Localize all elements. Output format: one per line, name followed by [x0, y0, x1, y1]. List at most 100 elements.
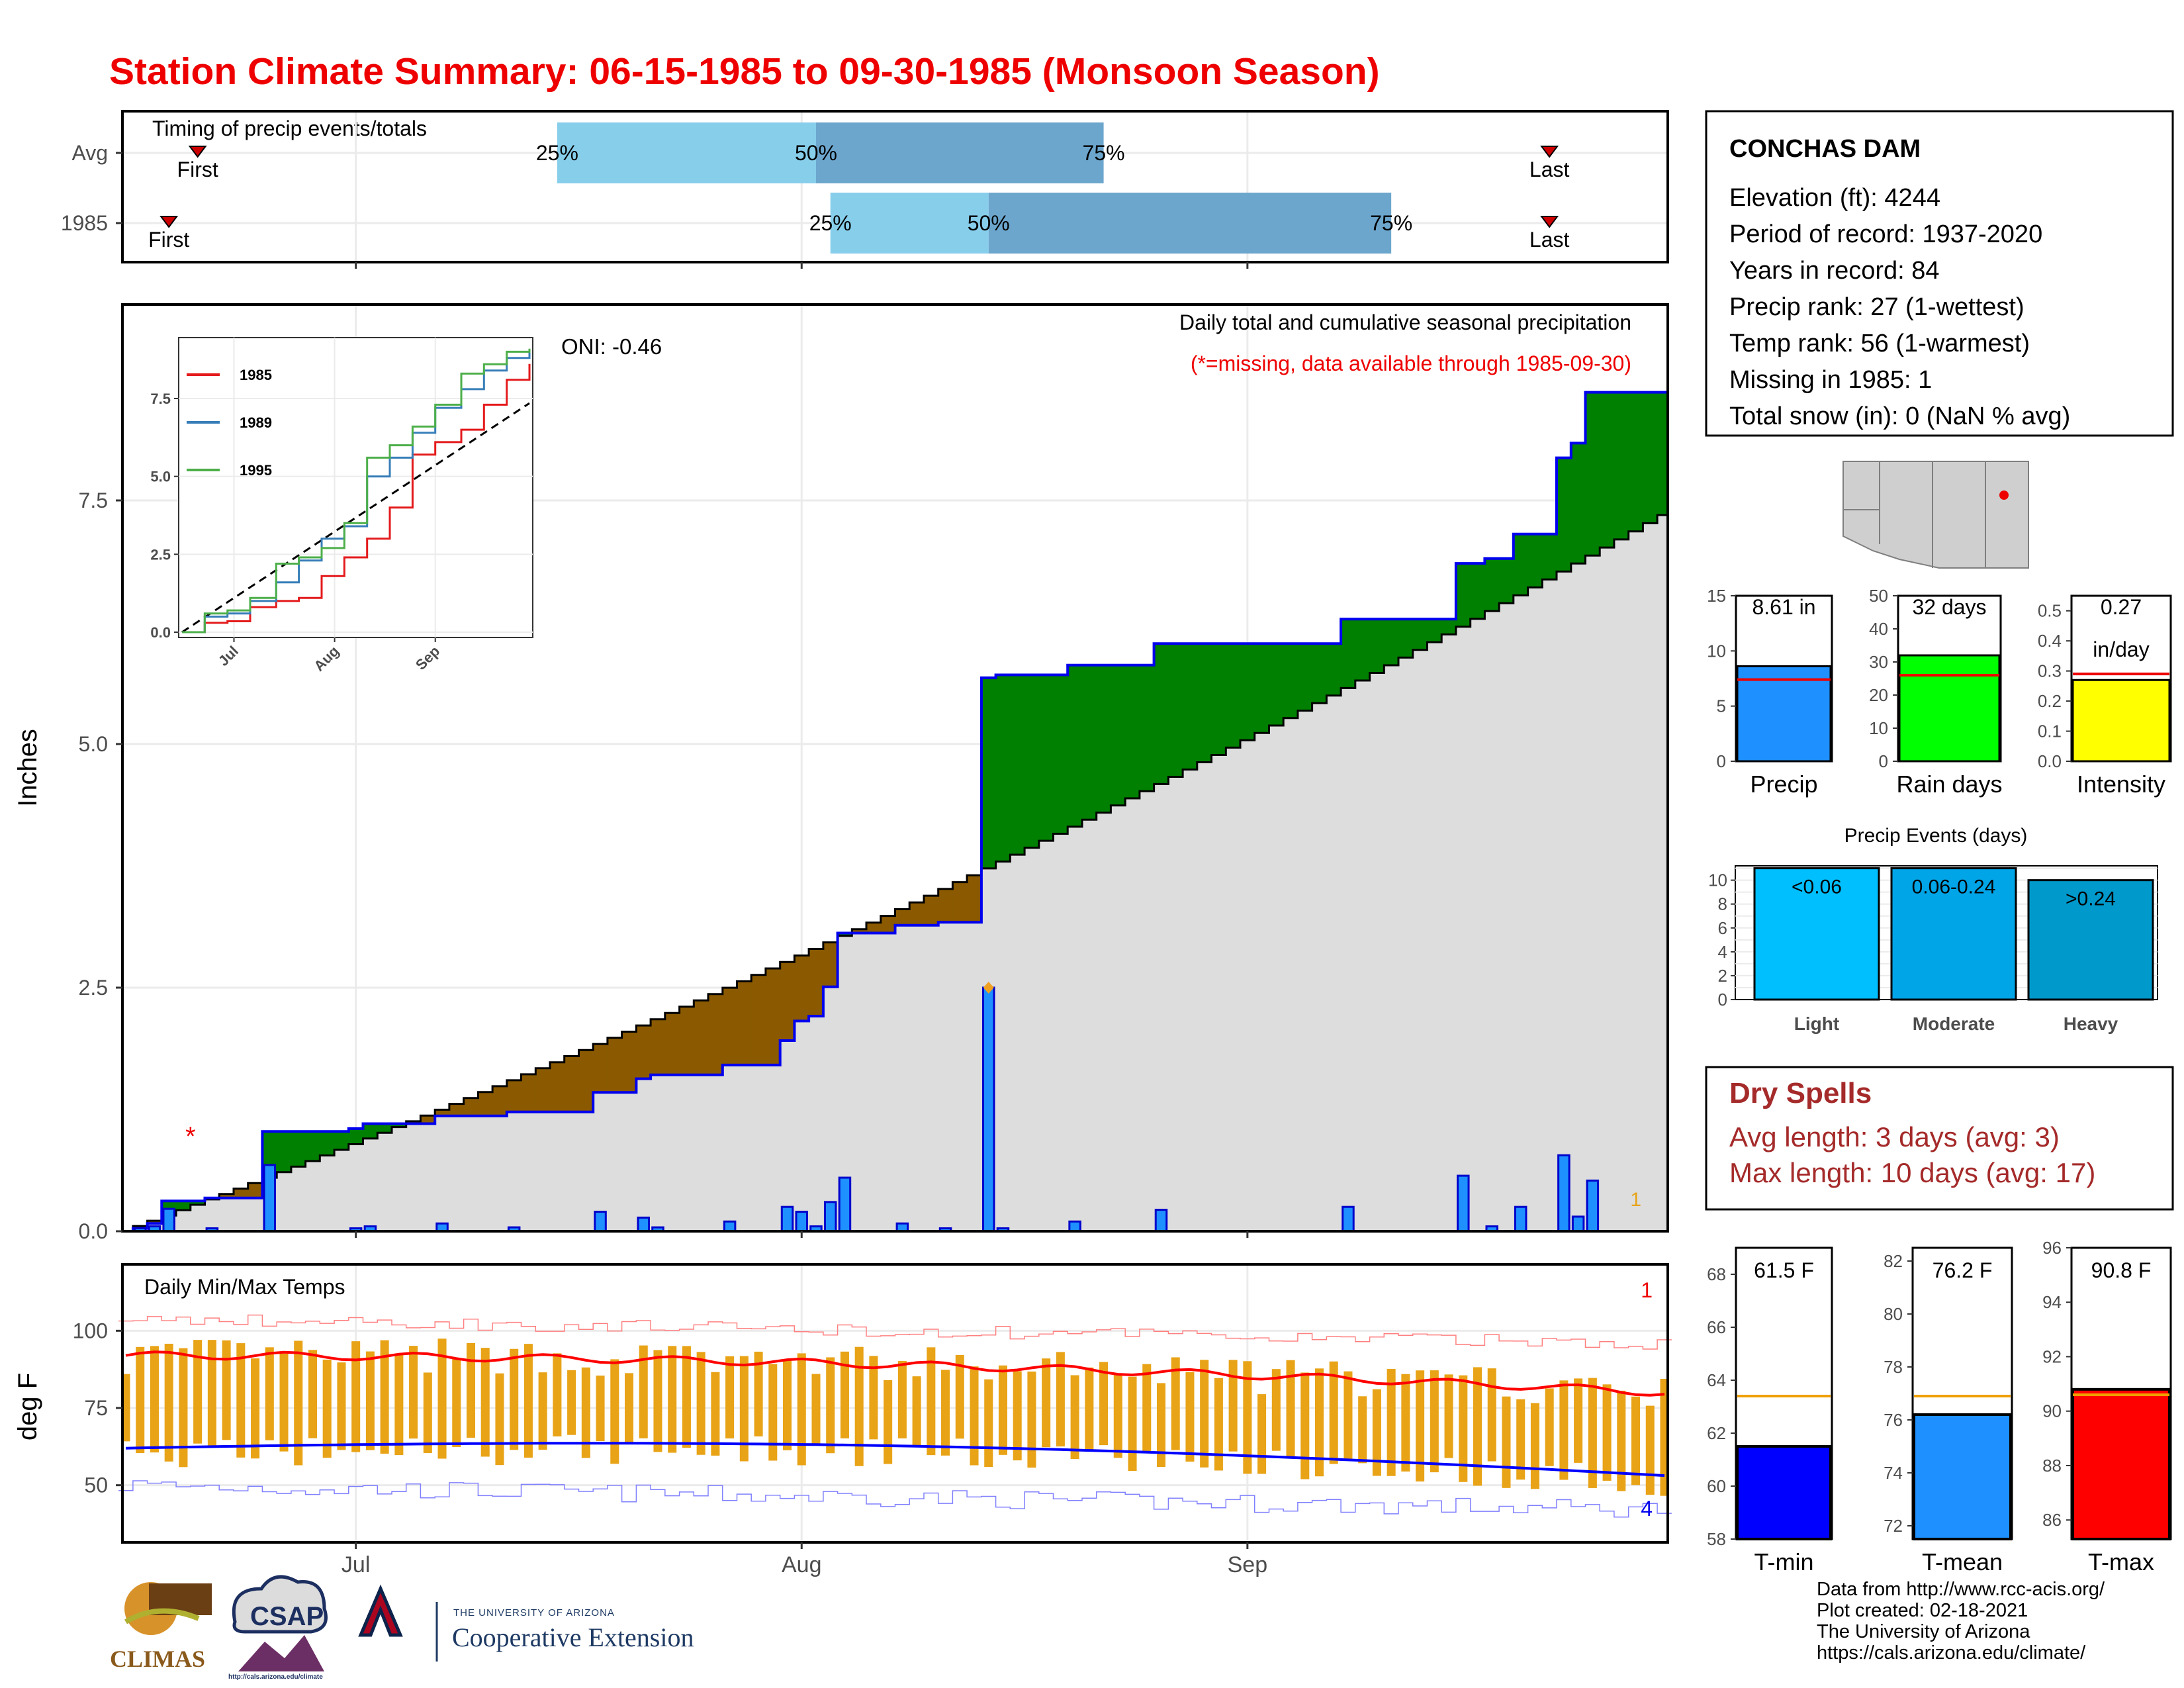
daily-temp-range-bar	[1631, 1396, 1641, 1485]
precip-events-bar	[1753, 867, 1880, 1001]
timing-title: Timing of precip events/totals	[152, 117, 427, 140]
daily-precip-bar	[838, 1176, 852, 1233]
temp-bar-value	[1913, 1413, 2012, 1540]
dry-spells-title: Dry Spells	[1729, 1077, 1872, 1109]
missing-count: 1	[1630, 1189, 1641, 1211]
daily-temp-range-bar	[1013, 1371, 1022, 1461]
daily-temp-range-bar	[136, 1346, 145, 1454]
daily-temp-range-bar	[1042, 1358, 1051, 1448]
precip-events-tick-label: 2	[1718, 966, 1727, 986]
precip-departure-area	[1341, 619, 1356, 688]
dry-spells-lines: Avg length: 3 days (avg: 3) Max length: 1…	[1729, 1121, 2095, 1188]
temp-frame	[121, 1263, 1669, 1544]
temp-x-tick-label: Sep	[1228, 1552, 1268, 1577]
temp-bar-tick-label: 76	[1884, 1410, 1903, 1430]
precip-frame	[121, 303, 1669, 1233]
daily-temp-range-bar	[452, 1358, 461, 1447]
summary-bar-tick-label: 20	[1869, 685, 1888, 705]
precip-y-label: Inches	[13, 729, 42, 807]
precip-departure-area	[1441, 619, 1457, 635]
daily-temp-range-bar	[466, 1342, 476, 1438]
temp-bar-t-min: 58 60 62 64 66 68 61.5 F T-min	[1707, 1246, 1833, 1575]
summary-bar-label: Intensity	[2077, 771, 2165, 798]
summary-bar-tick-label: 0.0	[2038, 751, 2062, 771]
summary-bar-tick-label: 10	[1707, 641, 1726, 661]
daily-precip-bar	[723, 1220, 737, 1233]
precip-departure-area	[1470, 563, 1485, 619]
temp-panel: Daily Min/Max Temps 1 4 deg F Jul Aug Sep 5…	[13, 1263, 1672, 1577]
precip-events-range: >0.24	[2066, 888, 2116, 910]
daily-temp-range-bar	[510, 1348, 519, 1450]
precip-departure-area	[1570, 443, 1586, 564]
precip-departure-area	[1240, 643, 1255, 741]
precip-departure-area	[1384, 619, 1399, 665]
precip-departure-area	[1038, 675, 1054, 841]
precip-departure-area	[1211, 643, 1226, 755]
daily-temp-range-bar	[1314, 1368, 1324, 1477]
oni-value: ONI: -0.46	[561, 334, 662, 359]
temp-y-tick-label: 75	[84, 1396, 108, 1420]
ua-extension-name: Cooperative Extension	[452, 1622, 694, 1652]
summary-bar-value	[1736, 665, 1832, 763]
precip-y-tick-label: 7.5	[79, 489, 108, 512]
credit-line: Data from http://www.rcc-acis.org/	[1817, 1579, 2105, 1600]
summary-bar-tick-label: 50	[1869, 586, 1888, 606]
climas-swoosh-icon	[124, 1608, 200, 1624]
precip-departure-area	[1312, 643, 1327, 704]
precip-departure-area	[621, 1031, 637, 1093]
daily-temp-range-bar	[495, 1373, 504, 1466]
precip-departure-area	[981, 677, 997, 868]
precip-departure-area	[176, 1201, 191, 1211]
daily-temp-range-bar	[1574, 1378, 1583, 1463]
daily-temp-range-bar	[783, 1360, 792, 1450]
daily-precip-bar	[162, 1207, 175, 1233]
summary-bar-rain-days: 0 10 20 30 40 50 32 days Rain days	[1869, 586, 2002, 798]
summary-bar-tick-label: 0	[1879, 751, 1888, 771]
summary-bar-value-text: 32 days	[1912, 595, 1986, 619]
daily-temp-range-bar	[941, 1370, 950, 1456]
precip-departure-area	[190, 1201, 206, 1205]
precip-departure-area	[636, 1025, 651, 1079]
precip-departure-area	[952, 882, 968, 923]
daily-precip-bar	[1571, 1215, 1585, 1233]
precip-events-range: 0.06-0.24	[1912, 876, 1996, 898]
temp-bar-value	[2071, 1387, 2171, 1541]
temp-bar-value-text: 76.2 F	[1933, 1258, 1993, 1282]
inset-series-1985	[182, 363, 531, 633]
precip-departure-area	[1355, 619, 1371, 680]
summary-bar-tick-label: 15	[1707, 586, 1726, 606]
temp-bar-tick-label: 92	[2042, 1346, 2062, 1366]
precip-panel: * Daily total and cumulative seasonal pr…	[13, 303, 1669, 1243]
daily-temp-range-bar	[912, 1376, 921, 1447]
precip-departure-area	[1527, 534, 1543, 588]
daily-temp-range-bar	[1200, 1360, 1209, 1468]
daily-temp-range-bar	[251, 1358, 260, 1459]
daily-temp-range-bar	[897, 1361, 907, 1438]
precip-departure-area	[923, 896, 939, 925]
logos	[124, 1575, 438, 1671]
temp-bar-tick-label: 82	[1884, 1251, 1903, 1271]
daily-temp-range-bar	[1358, 1396, 1367, 1464]
missing-day-marker: *	[185, 1122, 196, 1151]
avg-cumulative-fill	[124, 515, 1666, 1231]
precip-events-bar	[2027, 879, 2154, 1001]
precip-departure-area	[1111, 665, 1126, 806]
precip-departure-area	[521, 1074, 536, 1112]
precip-departure-area	[463, 1098, 478, 1116]
precip-events-chart: Precip Events (days) 0 2 4 6 8 10 <0.06 Light 0.…	[1708, 825, 2158, 1034]
precip-departure-area	[435, 1109, 450, 1116]
precip-departure-area	[291, 1131, 306, 1167]
timing-p25-label: 25%	[809, 211, 852, 235]
daily-temp-range-bar	[596, 1376, 605, 1441]
precip-events-label: Light	[1794, 1013, 1839, 1034]
daily-temp-range-bar	[854, 1346, 864, 1466]
precip-departure-area	[1585, 392, 1600, 556]
daily-temp-range-bar	[308, 1350, 317, 1438]
precip-departure-area	[765, 968, 781, 1065]
precip-departure-area	[449, 1103, 465, 1116]
credit-line: The University of Arizona	[1817, 1621, 2030, 1642]
csap-logo	[232, 1575, 328, 1671]
daily-temp-range-bar	[1459, 1375, 1468, 1482]
precip-departure-area	[1197, 643, 1212, 763]
inset-series-1995	[182, 348, 531, 633]
